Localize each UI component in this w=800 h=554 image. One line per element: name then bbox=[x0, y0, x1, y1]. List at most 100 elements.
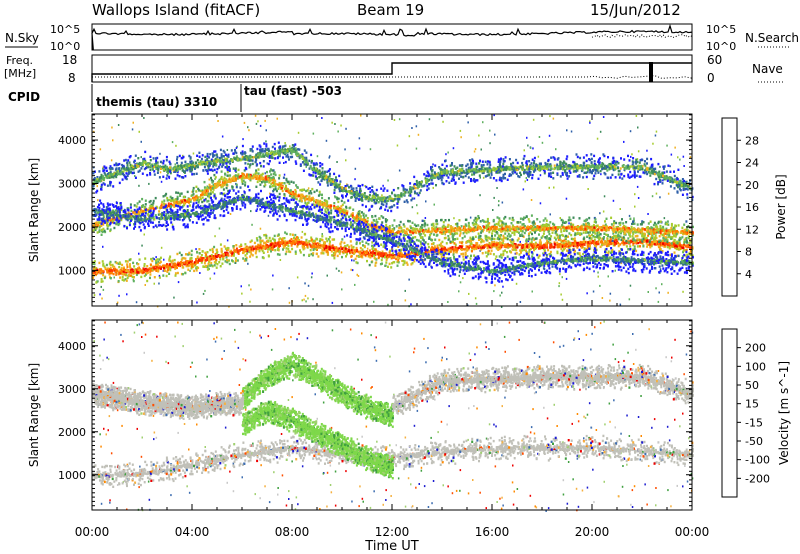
range-cell bbox=[139, 258, 141, 260]
range-cell bbox=[245, 246, 247, 248]
range-cell bbox=[100, 148, 102, 150]
range-cell bbox=[502, 253, 504, 255]
range-cell bbox=[485, 221, 487, 223]
range-cell bbox=[551, 246, 553, 248]
range-cell bbox=[502, 224, 504, 226]
range-cell bbox=[256, 237, 258, 239]
range-cell bbox=[128, 274, 130, 276]
range-cell bbox=[489, 237, 491, 239]
range-cell bbox=[600, 131, 602, 133]
range-cell bbox=[650, 221, 652, 223]
range-cell bbox=[478, 239, 480, 241]
range-cell bbox=[301, 236, 303, 238]
range-cell bbox=[331, 250, 333, 252]
range-cell bbox=[504, 245, 506, 247]
range-cell bbox=[283, 162, 285, 164]
range-cell bbox=[380, 255, 382, 257]
range-cell bbox=[462, 277, 464, 279]
range-cell bbox=[412, 227, 414, 229]
range-cell bbox=[547, 242, 549, 244]
range-cell bbox=[133, 280, 135, 282]
range-cell bbox=[203, 259, 205, 261]
noise-panel: N.Sky 10^5 10^0 10^5 10^0 N.Search bbox=[5, 23, 799, 53]
range-cell bbox=[434, 239, 436, 241]
range-cell bbox=[516, 252, 518, 254]
range-cell bbox=[118, 295, 120, 297]
range-cell bbox=[219, 228, 221, 230]
range-cell bbox=[365, 214, 367, 216]
range-cell bbox=[339, 243, 341, 245]
range-cell bbox=[106, 264, 108, 266]
range-cell bbox=[148, 183, 150, 185]
range-cell bbox=[240, 186, 242, 188]
range-cell bbox=[509, 245, 511, 247]
range-cell bbox=[353, 260, 355, 262]
range-cell bbox=[685, 220, 687, 222]
range-cell bbox=[136, 205, 138, 207]
range-cell bbox=[607, 237, 609, 239]
noise-panel-frame bbox=[92, 24, 692, 50]
range-cell bbox=[568, 232, 570, 234]
range-cell bbox=[150, 269, 152, 271]
range-cell bbox=[352, 212, 354, 214]
range-cell bbox=[134, 270, 136, 272]
range-cell bbox=[546, 246, 548, 248]
range-cell bbox=[539, 239, 541, 241]
range-cell bbox=[210, 177, 212, 179]
range-cell bbox=[683, 249, 685, 251]
range-cell bbox=[289, 145, 291, 147]
range-cell bbox=[489, 142, 491, 144]
range-cell bbox=[125, 260, 127, 262]
range-cell bbox=[521, 249, 523, 251]
range-cell bbox=[324, 242, 326, 244]
range-cell bbox=[163, 200, 165, 202]
range-cell bbox=[671, 242, 673, 244]
range-cell bbox=[250, 210, 252, 212]
range-cell bbox=[558, 285, 560, 287]
range-cell bbox=[287, 245, 289, 247]
range-cell bbox=[635, 235, 637, 237]
range-cell bbox=[677, 242, 679, 244]
range-cell bbox=[313, 249, 315, 251]
range-cell bbox=[289, 240, 291, 242]
range-cell bbox=[617, 242, 619, 244]
range-cell bbox=[540, 174, 542, 176]
range-cell bbox=[116, 262, 118, 264]
range-cell bbox=[542, 247, 544, 249]
range-cell bbox=[249, 248, 251, 250]
range-cell bbox=[264, 247, 266, 249]
range-cell bbox=[279, 237, 281, 239]
range-cell bbox=[599, 212, 601, 214]
range-cell bbox=[369, 264, 371, 266]
range-cell bbox=[154, 283, 156, 285]
range-cell bbox=[381, 194, 383, 196]
range-cell bbox=[661, 234, 663, 236]
range-cell bbox=[321, 117, 323, 119]
range-cell bbox=[495, 255, 497, 257]
range-cell bbox=[673, 240, 675, 242]
range-cell bbox=[646, 150, 648, 152]
range-cell bbox=[625, 240, 627, 242]
range-cell bbox=[659, 196, 661, 198]
range-cell bbox=[205, 265, 207, 267]
range-cell bbox=[138, 253, 140, 255]
range-cell bbox=[585, 223, 587, 225]
range-cell bbox=[565, 243, 567, 245]
range-cell bbox=[296, 245, 298, 247]
range-cell bbox=[257, 248, 259, 250]
range-cell bbox=[628, 241, 630, 243]
range-cell bbox=[350, 240, 352, 242]
range-cell bbox=[497, 248, 499, 250]
range-cell bbox=[205, 259, 207, 261]
range-cell bbox=[188, 198, 190, 200]
range-cell bbox=[279, 193, 281, 195]
range-cell bbox=[403, 255, 405, 257]
range-cell bbox=[223, 188, 225, 190]
range-cell bbox=[289, 195, 291, 197]
range-cell bbox=[319, 243, 321, 245]
range-cell bbox=[102, 274, 104, 276]
range-cell bbox=[221, 263, 223, 265]
range-cell bbox=[482, 121, 484, 123]
range-cell bbox=[420, 241, 422, 243]
range-cell bbox=[234, 250, 236, 252]
